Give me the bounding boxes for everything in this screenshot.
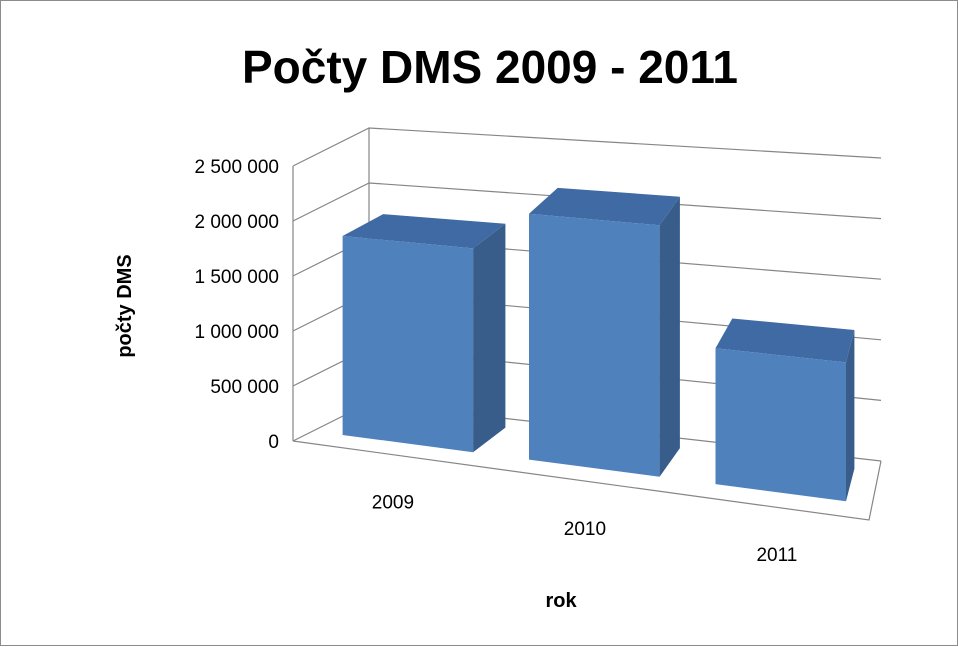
gridline	[292, 127, 882, 167]
x-axis-title: rok	[545, 590, 577, 612]
bar-2011	[715, 318, 855, 502]
y-tick-label: 500 000	[210, 377, 279, 398]
bar-front-face	[529, 213, 660, 477]
y-axis-ticks: 0 500 000 1 000 000 1 500 000 2 000 000 2 500…	[194, 157, 279, 453]
bar-top-face	[529, 187, 680, 226]
y-tick-label: 2 500 000	[194, 157, 279, 178]
y-tick-label: 0	[268, 432, 279, 453]
bars	[342, 187, 855, 502]
x-tick-label: 2011	[756, 545, 797, 566]
x-tick-label: 2009	[372, 492, 414, 513]
x-tick-label: 2010	[564, 519, 606, 540]
bar-side-face	[473, 223, 506, 453]
x-axis-ticks: 2009 2010 2011	[372, 492, 798, 566]
y-tick-label: 1 000 000	[194, 322, 279, 343]
y-tick-label: 1 500 000	[194, 267, 279, 288]
y-axis-title: počty DMS	[114, 254, 136, 357]
bar-top-face	[342, 214, 506, 249]
y-tick-label: 2 000 000	[194, 212, 279, 233]
bar-front-face	[715, 348, 846, 502]
bar-front-face	[342, 236, 474, 453]
chart-title: Počty DMS 2009 - 2011	[242, 41, 738, 93]
bar-top-face	[715, 318, 855, 363]
floor-edge	[292, 440, 882, 521]
bar-side-face	[659, 196, 680, 477]
bar-side-face	[846, 330, 855, 502]
bar-2010	[529, 187, 680, 477]
bar-2009	[342, 214, 506, 453]
